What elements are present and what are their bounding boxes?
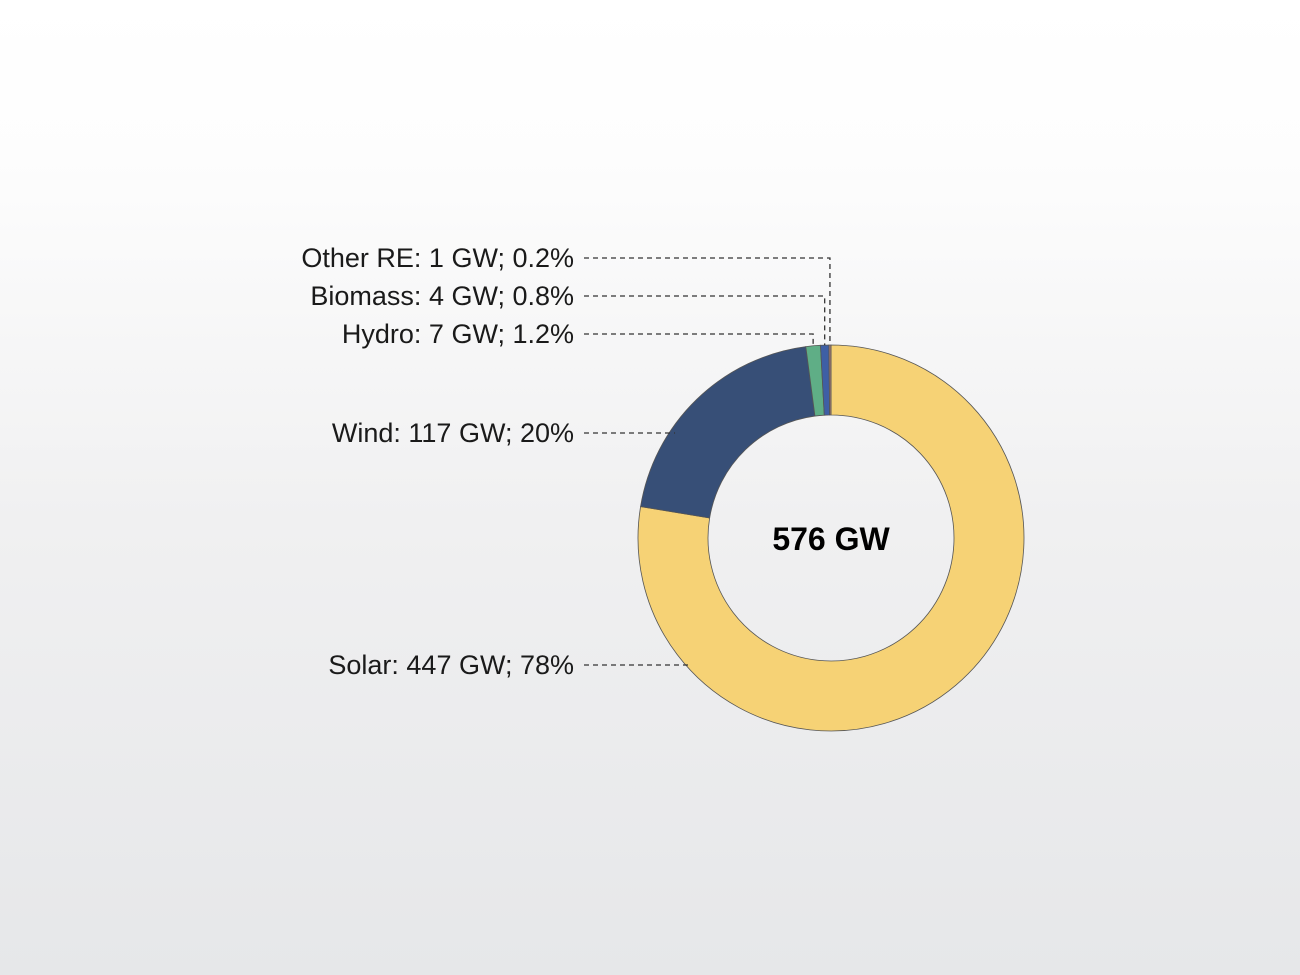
slice-other-re [828, 344, 832, 416]
label-hydro: Hydro: 7 GW; 1.2% [342, 319, 574, 349]
label-biomass: Biomass: 4 GW; 0.8% [310, 281, 574, 311]
leader-line-other-re [584, 257, 831, 346]
leader-line-hydro [584, 333, 814, 346]
slice-labels: Solar: 447 GW; 78% Wind: 117 GW; 20% Hydro… [301, 243, 574, 680]
label-solar: Solar: 447 GW; 78% [328, 650, 574, 680]
slice-wind [640, 346, 816, 519]
slice-solar [637, 344, 1025, 732]
leader-lines [584, 257, 831, 666]
label-other-re: Other RE: 1 GW; 0.2% [301, 243, 574, 273]
center-total-label: 576 GW [772, 521, 890, 557]
label-wind: Wind: 117 GW; 20% [332, 418, 574, 448]
leader-line-biomass [584, 295, 826, 346]
donut-slices [637, 344, 1025, 732]
